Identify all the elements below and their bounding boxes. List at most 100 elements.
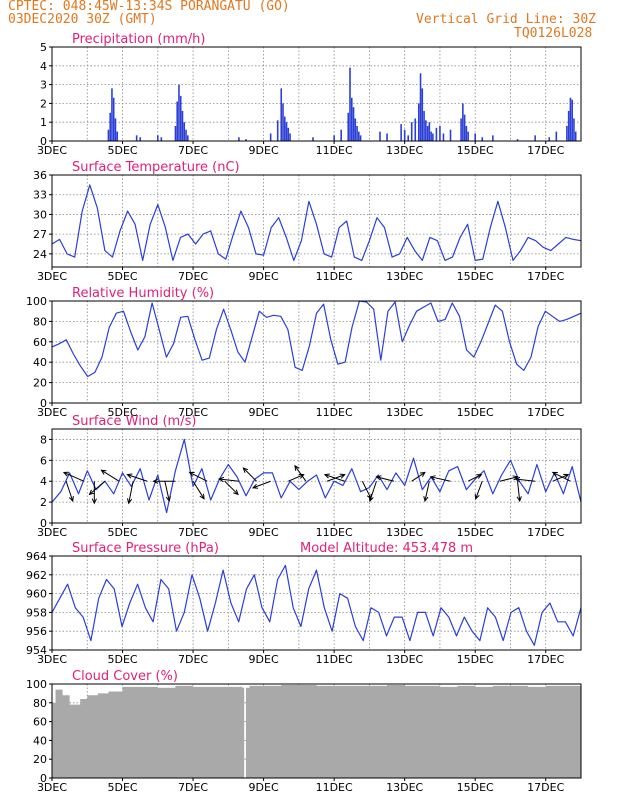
precipitation-bar [569, 97, 572, 141]
precipitation-bar [185, 129, 187, 141]
precipitation-bar [428, 122, 431, 141]
precipitation-bar [474, 133, 476, 141]
wind-arrow-head [423, 496, 429, 503]
precipitation-bar [516, 139, 519, 141]
wind-arrow-shaft [219, 478, 239, 482]
humidity-xtick-label: 17DEC [527, 406, 564, 419]
precipitation-ytick-label: 0 [40, 135, 47, 148]
cloud-cover-ytick-label: 100 [26, 678, 47, 691]
precipitation-bar [410, 122, 413, 141]
wind-panel: 0 2 4 6 8 3DEC 5DEC 7DEC 9DEC 11DEC 13DEC 15DEC 17DE… [37, 414, 582, 539]
precipitation-bar [276, 120, 279, 141]
wind-arrow-head [233, 489, 239, 496]
precipitation-bar [463, 114, 466, 141]
humidity-ytick-label: 60 [33, 336, 47, 349]
wind-arrow [65, 481, 74, 503]
humidity-line [51, 300, 582, 378]
wind-arrow [164, 481, 171, 503]
precipitation-bar [403, 129, 406, 141]
wind-arrow-head [126, 473, 133, 479]
humidity-xtick-label: 13DEC [386, 406, 423, 419]
wind-xtick-label: 5DEC [107, 526, 137, 539]
wind-arrow-shaft [376, 476, 395, 482]
temperature-xtick-label: 11DEC [316, 270, 353, 283]
precipitation-bar [555, 131, 558, 141]
precipitation-ytick-label: 4 [40, 60, 47, 73]
pressure-xtick-label: 15DEC [457, 653, 494, 666]
wind-arrow-head [368, 495, 374, 503]
pressure-ytick-label: 956 [26, 625, 47, 638]
precipitation-bar [349, 67, 351, 141]
precipitation-panel: 0 1 2 3 4 5 3DEC 5DEC 7DEC 9DEC 11DEC 13DEC 15DEC 17D… [37, 32, 582, 157]
station-title: CPTEC: 048:45W-13:34S PORANGATU (GO) [8, 0, 290, 14]
wind-arrow [361, 480, 372, 500]
precipitation-bar [287, 127, 290, 141]
wind-arrow-shaft [127, 474, 148, 482]
wind-arrow [423, 481, 430, 503]
precipitation-xtick-label: 15DEC [457, 144, 494, 157]
precipitation-bar [465, 125, 468, 141]
precipitation-bar [460, 118, 462, 141]
precipitation-bar [135, 135, 138, 141]
model-code: TQ0126L028 [514, 26, 593, 41]
precipitation-bar [350, 97, 353, 141]
wind-arrow-shaft [164, 481, 170, 502]
precipitation-bar [407, 135, 409, 141]
precipitation-title: Precipitation (mm/h) [72, 32, 205, 47]
temperature-xtick-label: 15DEC [457, 270, 494, 283]
temperature-frame [51, 174, 582, 268]
humidity-title: Relative Humidity (%) [72, 286, 214, 301]
wind-arrow-shaft [63, 471, 84, 482]
precipitation-bar [354, 118, 357, 141]
precipitation-xtick-label: 3DEC [37, 144, 67, 157]
cloud-cover-xtick-label: 5DEC [107, 781, 137, 794]
humidity-xtick-label: 5DEC [107, 406, 137, 419]
humidity-xtick-label: 7DEC [178, 406, 208, 419]
wind-arrow [62, 471, 84, 482]
precipitation-bar [442, 133, 445, 141]
precipitation-bar [567, 110, 570, 141]
wind-arrow-shaft [294, 465, 307, 482]
wind-arrow-head [474, 493, 480, 500]
wind-arrow-shaft [411, 472, 426, 482]
wind-arrow [192, 480, 205, 500]
temperature-xtick-label: 3DEC [37, 270, 67, 283]
precipitation-bar [426, 125, 429, 141]
precipitation-bar [333, 135, 335, 141]
wind-arrow-head [68, 495, 74, 503]
chart-header: CPTEC: 048:45W-13:34S PORANGATU (GO) 03D… [0, 0, 618, 48]
humidity-xtick-label: 15DEC [457, 406, 494, 419]
cloud-cover-ytick-label: 60 [33, 716, 47, 729]
wind-arrow-head [366, 493, 372, 500]
cloud-cover-frame [51, 683, 582, 779]
wind-arrow [499, 475, 519, 482]
pressure-xtick-label: 11DEC [316, 653, 353, 666]
temperature-ytick-label: 24 [33, 248, 47, 261]
wind-arrow [224, 480, 239, 496]
precipitation-bar [548, 137, 551, 141]
temperature-ytick-label: 33 [33, 189, 47, 202]
wind-arrow [368, 481, 377, 503]
pressure-panel: 954 956 958 960 962 964 3DEC 5DEC 7DEC 9DEC 11DEC 1… [26, 541, 582, 666]
precipitation-bar [347, 112, 350, 141]
precipitation-ytick-label: 2 [40, 97, 47, 110]
wind-arrow-shaft [288, 474, 304, 482]
wind-arrow [242, 467, 257, 482]
precipitation-bar [280, 88, 283, 141]
humidity-frame [51, 300, 582, 404]
wind-arrow [474, 481, 483, 500]
wind-xtick-label: 7DEC [178, 526, 208, 539]
wind-arrow-head [91, 498, 97, 505]
cloud-cover-xtick-label: 17DEC [527, 781, 564, 794]
temperature-ytick-label: 30 [33, 208, 47, 221]
temperature-xtick-label: 9DEC [249, 270, 279, 283]
precipitation-bar [356, 125, 358, 141]
humidity-ytick-label: 0 [40, 397, 47, 410]
precipitation-bar [157, 135, 159, 141]
wind-arrow-shaft [499, 476, 518, 482]
wind-arrow-shaft [515, 478, 536, 482]
wind-arrow-head [551, 471, 558, 477]
wind-arrow-shaft [192, 480, 205, 500]
cloud-cover-xtick-label: 9DEC [249, 781, 279, 794]
